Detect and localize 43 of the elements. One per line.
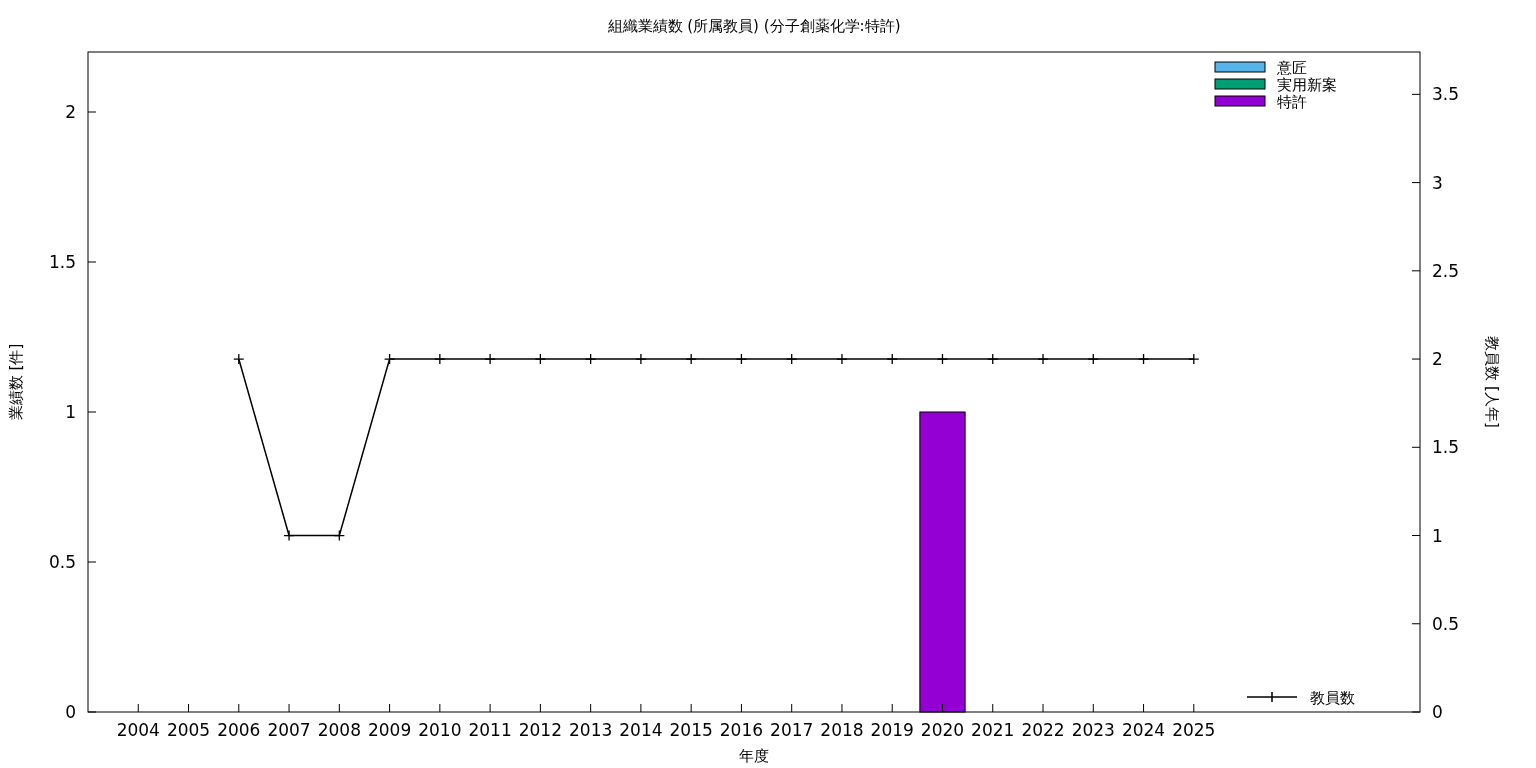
x-axis-title: 年度	[739, 747, 769, 765]
x-tick-label: 2019	[870, 720, 914, 740]
x-tick-label: 2011	[468, 720, 512, 740]
chart-title: 組織業績数 (所属教員) (分子創薬化学:特許)	[606, 17, 901, 35]
legend-label: 特許	[1277, 93, 1307, 111]
legend-label: 教員数	[1310, 689, 1355, 707]
y-tick-label: 0.5	[48, 552, 76, 572]
y2-tick-label: 3.5	[1432, 84, 1460, 105]
x-tick-label: 2004	[116, 720, 160, 740]
y-tick-label: 1	[65, 402, 76, 422]
x-tick-label: 2008	[317, 720, 361, 740]
x-tick-label: 2012	[518, 720, 563, 740]
y2-axis-title: 教員数 [人年]	[1483, 336, 1501, 428]
x-tick-label: 2010	[418, 720, 462, 740]
x-tick-label: 2025	[1172, 720, 1216, 740]
y2-tick-label: 0.5	[1432, 613, 1460, 634]
x-tick-label: 2023	[1071, 720, 1115, 740]
y2-tick-label: 3	[1432, 172, 1443, 193]
x-tick-label: 2016	[719, 720, 764, 740]
x-tick-label: 2024	[1121, 720, 1166, 740]
legend-label: 意匠	[1276, 59, 1307, 77]
x-tick-label: 2021	[971, 720, 1015, 740]
x-tick-label: 2007	[267, 720, 311, 740]
x-tick-label: 2006	[217, 720, 261, 740]
y-tick-label: 2	[65, 102, 76, 122]
y2-tick-label: 0	[1432, 702, 1443, 722]
y-tick-label: 1.5	[48, 252, 76, 272]
x-tick-label: 2018	[820, 720, 864, 740]
x-tick-label: 2022	[1021, 720, 1065, 740]
y-tick-label: 0	[65, 702, 76, 722]
y-axis-title: 業績数 [件]	[7, 343, 25, 421]
y2-tick-label: 1	[1432, 525, 1443, 546]
x-tick-label: 2017	[770, 720, 814, 740]
legend-label: 実用新案	[1277, 76, 1337, 94]
y2-tick-label: 2	[1432, 349, 1443, 370]
y2-tick-label: 1.5	[1432, 437, 1460, 458]
x-tick-label: 2020	[920, 720, 965, 740]
x-tick-label: 2005	[166, 720, 211, 740]
x-tick-label: 2013	[569, 720, 613, 740]
x-tick-label: 2014	[619, 720, 663, 740]
y2-tick-label: 2.5	[1432, 260, 1460, 281]
x-tick-label: 2009	[367, 720, 412, 740]
x-tick-label: 2015	[669, 720, 713, 740]
